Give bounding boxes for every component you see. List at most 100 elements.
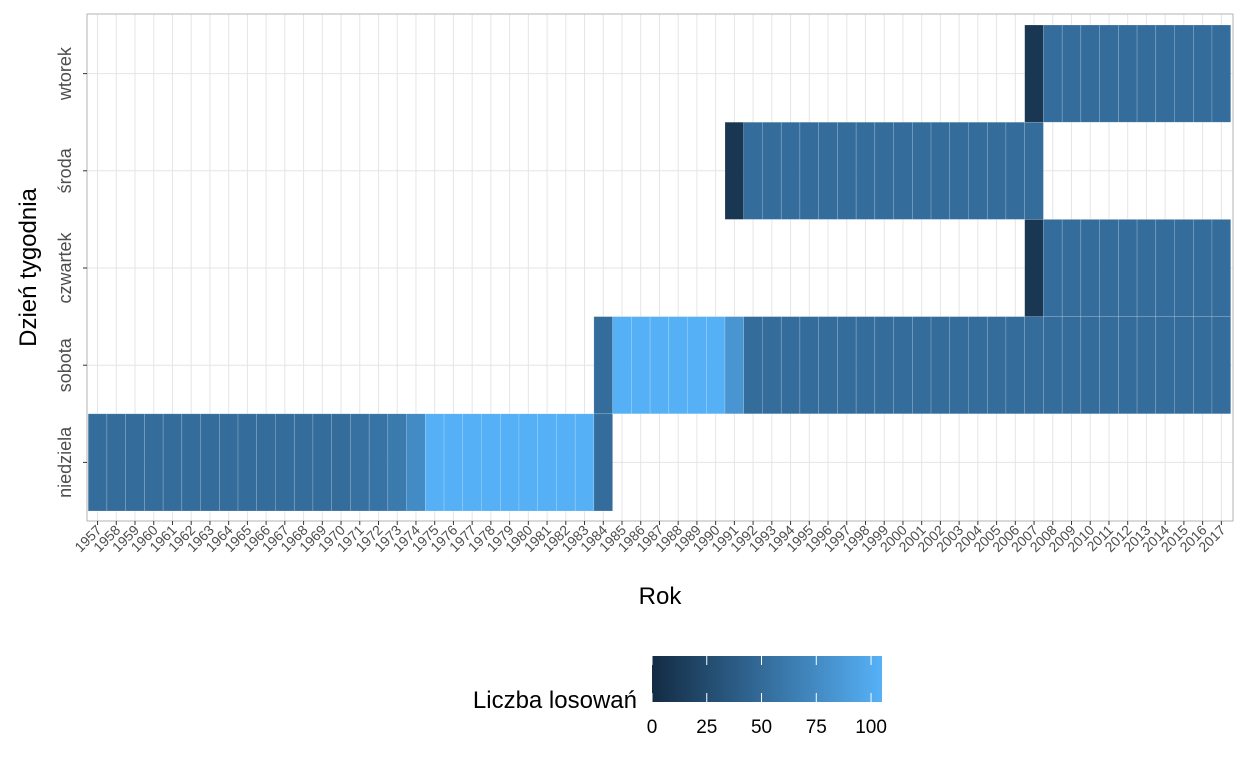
heatmap-tile xyxy=(1061,24,1082,123)
heatmap-tile xyxy=(1099,316,1119,415)
heatmap-tile xyxy=(968,316,988,415)
heatmap-tile xyxy=(930,316,951,415)
y-axis-ticks: niedziela sobota czwartek środa wtorek xyxy=(55,46,87,498)
y-tick-label: czwartek xyxy=(55,231,75,303)
heatmap-tile xyxy=(331,413,351,512)
heatmap-tile xyxy=(593,413,613,512)
heatmap-tile xyxy=(1155,24,1175,123)
heatmap-tile xyxy=(181,413,201,512)
color-legend: Liczba losowań 0 25 50 75 100 xyxy=(473,656,887,738)
y-axis-title: Dzień tygodnia xyxy=(15,187,42,346)
heatmap-tile xyxy=(125,413,145,512)
heatmap-tile xyxy=(687,316,707,415)
heatmap-tile xyxy=(986,121,1007,220)
heatmap-tile xyxy=(256,413,276,512)
heatmap-tile xyxy=(574,413,595,512)
heatmap-tile xyxy=(724,316,744,415)
heatmap-tile xyxy=(1155,316,1175,415)
heatmap-tile xyxy=(893,316,913,415)
heatmap-tile xyxy=(481,413,501,512)
heatmap-tile xyxy=(237,413,258,512)
heatmap-tile xyxy=(1099,24,1119,123)
heatmap-tile xyxy=(1118,24,1138,123)
heatmap-tile xyxy=(631,316,651,415)
heatmap-tile xyxy=(1043,219,1063,317)
heatmap-tile xyxy=(837,316,857,415)
y-tick-label: wtorek xyxy=(55,46,75,101)
heatmap-tile xyxy=(1136,219,1157,317)
heatmap-tile xyxy=(1211,219,1231,317)
heatmap-tile xyxy=(312,413,332,512)
heatmap-tile xyxy=(1080,316,1100,415)
heatmap-tile xyxy=(1174,219,1194,317)
heatmap-tile xyxy=(1043,316,1063,415)
heatmap-tile xyxy=(912,121,932,220)
heatmap-tile xyxy=(799,121,819,220)
heatmap-tile xyxy=(1024,316,1044,415)
heatmap-tile xyxy=(106,413,126,512)
heatmap-tile xyxy=(1061,219,1082,317)
heatmap-tile xyxy=(162,413,183,512)
heatmap-tile xyxy=(219,413,239,512)
legend-tick-label: 50 xyxy=(751,717,772,738)
heatmap-tile xyxy=(387,413,407,512)
heatmap-tile xyxy=(649,316,670,415)
heatmap-tile xyxy=(1024,121,1044,220)
heatmap-tile xyxy=(406,413,426,512)
heatmap-tile xyxy=(144,413,164,512)
heatmap-tile xyxy=(1118,219,1138,317)
heatmap-tile xyxy=(1118,316,1138,415)
heatmap-tile xyxy=(818,121,838,220)
heatmap-tile xyxy=(518,413,538,512)
heatmap-tile xyxy=(1080,24,1100,123)
legend-ticks: 0 25 50 75 100 xyxy=(647,656,887,738)
heatmap-tile xyxy=(668,316,688,415)
heatmap-tile xyxy=(462,413,482,512)
heatmap-tile xyxy=(350,413,370,512)
heatmap-tile xyxy=(837,121,857,220)
heatmap-tile xyxy=(612,316,632,415)
heatmap-tile xyxy=(556,413,576,512)
heatmap-tile xyxy=(593,316,613,415)
heatmap-tile xyxy=(874,316,894,415)
heatmap-tile xyxy=(743,121,763,220)
heatmap-tile xyxy=(912,316,932,415)
heatmap-tile xyxy=(780,121,801,220)
heatmap-tile xyxy=(537,413,557,512)
legend-colorbar xyxy=(652,656,882,702)
heatmap-tile xyxy=(968,121,988,220)
heatmap-tile xyxy=(762,316,782,415)
heatmap-tile xyxy=(1024,24,1044,123)
heatmap-tile xyxy=(425,413,445,512)
x-axis-title: Rok xyxy=(639,583,683,610)
heatmap-tile xyxy=(818,316,838,415)
legend-tick-label: 25 xyxy=(696,717,717,738)
heatmap-tile xyxy=(762,121,782,220)
heatmap-tile xyxy=(1099,219,1119,317)
heatmap-tile xyxy=(780,316,801,415)
legend-tick-label: 0 xyxy=(647,717,658,738)
heatmap-tile xyxy=(724,121,744,220)
y-tick-label: sobota xyxy=(55,337,75,392)
heatmap-tiles xyxy=(87,24,1231,512)
heatmap-tile xyxy=(1193,316,1213,415)
heatmap-tile xyxy=(949,121,969,220)
heatmap-tile xyxy=(1061,316,1082,415)
heatmap-tile xyxy=(986,316,1007,415)
heatmap-tile xyxy=(1193,219,1213,317)
heatmap-tile xyxy=(200,413,220,512)
heatmap-tile xyxy=(275,413,295,512)
heatmap-tile xyxy=(874,121,894,220)
heatmap-tile xyxy=(893,121,913,220)
heatmap-tile xyxy=(855,121,876,220)
heatmap-tile xyxy=(706,316,726,415)
heatmap-tile xyxy=(1174,24,1194,123)
heatmap-tile xyxy=(443,413,464,512)
heatmap-tile xyxy=(1193,24,1213,123)
heatmap-tile xyxy=(1005,316,1025,415)
heatmap-tile xyxy=(1043,24,1063,123)
heatmap-tile xyxy=(1136,316,1157,415)
heatmap-tile xyxy=(949,316,969,415)
heatmap-tile xyxy=(499,413,520,512)
